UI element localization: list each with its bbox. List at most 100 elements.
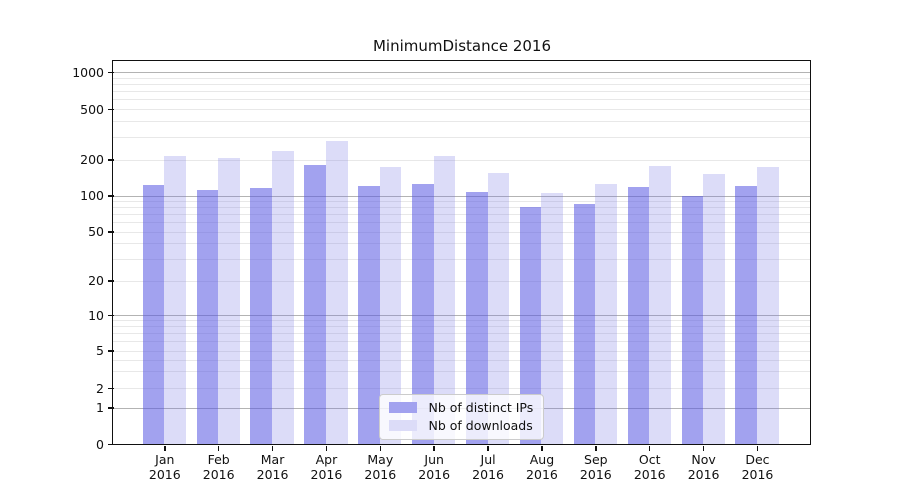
bar-downloads [433, 155, 456, 444]
x-tick-year: 2016 [256, 467, 289, 482]
minor-gridline [113, 214, 810, 216]
x-tick-month: Jul [480, 452, 496, 467]
bar-downloads [703, 174, 725, 444]
x-tick-mark [595, 446, 597, 451]
y-tick-mark [107, 231, 114, 233]
bar-downloads [595, 184, 617, 444]
minor-gridline [113, 83, 810, 85]
y-tick-mark [107, 387, 114, 390]
x-tick-month: Feb [207, 452, 230, 467]
x-tick-label: Jul 2016 [460, 452, 516, 482]
x-tick-label: Feb 2016 [191, 452, 247, 482]
x-tick-year: 2016 [526, 467, 558, 482]
x-tick-month: Mar [260, 452, 285, 467]
x-tick-label: Oct 2016 [622, 452, 678, 482]
x-tick-mark [217, 446, 220, 451]
minor-gridline [113, 388, 810, 389]
x-tick-year: 2016 [202, 467, 235, 482]
bar-downloads [541, 193, 564, 444]
x-tick-year: 2016 [741, 467, 774, 482]
minor-gridline [113, 137, 810, 139]
y-tick-mark [107, 195, 114, 197]
bar-distinct-ips [735, 186, 757, 444]
y-tick-label: 100 [80, 188, 104, 203]
x-tick-year: 2016 [418, 467, 451, 482]
minor-gridline [113, 91, 810, 93]
legend-label: Nb of downloads [428, 417, 533, 433]
bar-downloads [325, 140, 348, 444]
y-tick-mark [107, 350, 114, 352]
x-tick-month: Jun [424, 452, 444, 467]
minor-gridline [113, 320, 810, 322]
x-tick-mark [487, 446, 489, 451]
x-tick-label: Sep 2016 [568, 452, 624, 482]
x-tick-month: Aug [529, 452, 555, 467]
bar-distinct-ips [196, 190, 219, 444]
minor-gridline [113, 341, 810, 343]
bar-distinct-ips [358, 185, 380, 444]
plot-area: Nb of distinct IPs Nb of downloads [112, 59, 811, 445]
bar-distinct-ips [250, 187, 273, 444]
minor-gridline [113, 99, 810, 101]
bar-distinct-ips [627, 187, 650, 444]
x-tick-mark [433, 446, 435, 451]
x-tick-year: 2016 [310, 467, 343, 482]
bar-downloads [756, 166, 779, 444]
chart-title: MinimumDistance 2016 [372, 37, 552, 55]
legend: Nb of distinct IPs Nb of downloads [378, 393, 545, 440]
x-tick-year: 2016 [472, 467, 504, 482]
major-gridline [113, 72, 810, 73]
x-tick-month: Jan [155, 452, 175, 467]
y-tick-label: 10 [88, 307, 104, 323]
y-tick-label: 1000 [72, 64, 104, 80]
x-tick-label: Aug 2016 [514, 452, 570, 482]
legend-item: Nb of distinct IPs [388, 399, 534, 415]
minor-gridline [113, 200, 810, 202]
x-tick-label: Apr 2016 [298, 452, 354, 482]
y-tick-mark [107, 108, 114, 111]
x-tick-label: Mar 2016 [245, 452, 301, 482]
x-tick-label: Dec 2016 [729, 452, 785, 482]
y-tick-mark [107, 314, 114, 317]
bar-downloads [218, 158, 240, 444]
bar-distinct-ips [465, 191, 488, 444]
x-tick-month: Apr [315, 452, 338, 467]
minor-gridline [113, 333, 810, 335]
minor-gridline [113, 350, 810, 352]
bar-distinct-ips [519, 207, 542, 444]
bar-distinct-ips [681, 195, 704, 444]
x-tick-mark [702, 446, 705, 451]
minor-gridline [113, 121, 810, 123]
y-tick-mark [107, 443, 114, 446]
x-tick-month: Nov [691, 452, 716, 467]
legend-label: Nb of distinct IPs [428, 399, 534, 415]
x-tick-mark [325, 446, 328, 451]
bar-distinct-ips [412, 183, 434, 444]
minor-gridline [113, 243, 810, 245]
x-tick-year: 2016 [633, 467, 666, 482]
minor-gridline [113, 77, 810, 79]
minor-gridline [113, 258, 810, 260]
y-tick-label: 0 [96, 436, 104, 452]
minor-gridline [113, 159, 810, 161]
major-gridline [113, 195, 810, 197]
bar-distinct-ips [573, 203, 596, 444]
x-tick-month: Dec [745, 452, 770, 467]
bar-downloads [272, 151, 294, 444]
bar-downloads [487, 172, 510, 444]
y-tick-label: 200 [80, 152, 104, 167]
x-tick-year: 2016 [579, 467, 612, 482]
x-tick-mark [271, 446, 274, 451]
x-tick-label: Nov 2016 [676, 452, 732, 482]
bar-distinct-ips [304, 164, 326, 444]
minor-gridline [113, 280, 810, 282]
x-tick-mark [164, 446, 166, 451]
legend-item: Nb of downloads [388, 417, 534, 433]
minor-gridline [113, 371, 810, 373]
legend-swatch [388, 401, 417, 413]
x-tick-year: 2016 [148, 467, 181, 482]
x-tick-label: May 2016 [352, 452, 408, 482]
y-tick-label: 2 [96, 380, 104, 396]
y-tick-mark [107, 280, 114, 282]
